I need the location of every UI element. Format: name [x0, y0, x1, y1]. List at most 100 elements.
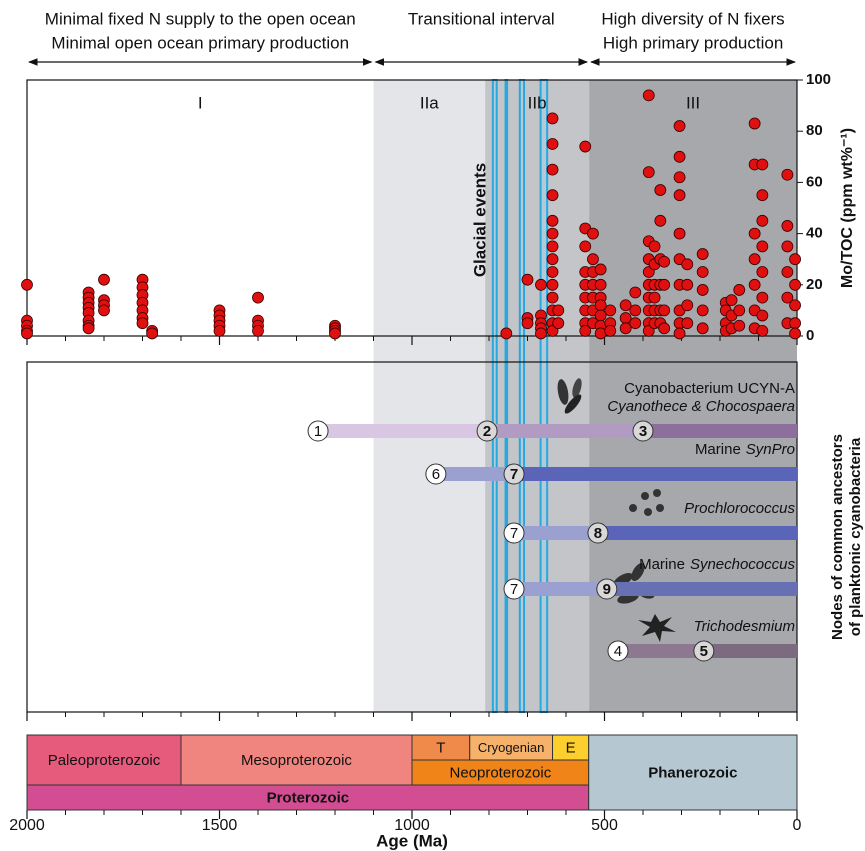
data-point [756, 291, 769, 304]
data-point [594, 309, 607, 322]
data-point [619, 299, 632, 312]
data-point [82, 322, 95, 335]
data-point [213, 324, 226, 337]
data-point [146, 327, 159, 340]
ancestor-node [503, 578, 525, 600]
header-text: High diversity of N fixers [601, 9, 784, 28]
y-tick-label: 60 [806, 173, 823, 190]
data-point [21, 327, 33, 340]
x-tick-label: 500 [591, 817, 618, 834]
data-point [756, 266, 769, 278]
data-point [546, 214, 559, 227]
data-point [521, 273, 534, 286]
data-point [673, 171, 686, 184]
data-point [781, 266, 794, 278]
x-tick-label: 0 [793, 817, 802, 834]
data-point [673, 227, 686, 240]
header-text: Minimal fixed N supply to the open ocean [45, 9, 356, 28]
lineage-label: Marine SynPro [695, 441, 795, 458]
period-label: E [566, 739, 576, 756]
lineage-bar [318, 424, 488, 438]
header-text: Minimal open ocean primary production [51, 33, 349, 52]
eon-label: Phanerozoic [648, 764, 737, 781]
glacial-event [539, 79, 549, 713]
lineage-bar [487, 424, 643, 438]
lineage-label-part: Prochlorococcus [684, 500, 795, 517]
eon-label: Proterozoic [267, 789, 350, 806]
data-point [629, 286, 642, 299]
data-point [654, 214, 667, 227]
data-point [579, 140, 592, 153]
data-point [629, 317, 642, 330]
era [180, 734, 413, 786]
data-point [136, 317, 149, 330]
eon [26, 784, 590, 811]
data-point [658, 255, 671, 268]
y2-axis-label: of planktonic cyanobacteria [847, 437, 864, 636]
node-label: 1 [314, 423, 322, 440]
lineage-bar [435, 467, 515, 481]
glacial-event [504, 79, 509, 713]
data-point [781, 220, 794, 232]
lineage-bar [617, 644, 704, 658]
y-tick-label: 40 [806, 225, 823, 242]
data-point [658, 278, 671, 291]
data-point [789, 278, 801, 291]
period-label: T [436, 739, 445, 756]
header-text: Transitional interval [408, 9, 555, 28]
data-point [546, 266, 559, 278]
data-point [629, 304, 642, 317]
data-point [587, 227, 599, 240]
data-point [546, 138, 559, 150]
era-label: Paleoproterozoic [48, 752, 161, 769]
x-axis-label: Age (Ma) [376, 831, 448, 850]
x-tick-label: 1000 [394, 817, 430, 834]
lineage-bar [597, 526, 797, 540]
node-label: 2 [483, 423, 491, 440]
data-point [756, 189, 769, 202]
data-point [619, 322, 632, 335]
node-label: 8 [594, 525, 602, 542]
data-point [681, 278, 694, 291]
data-point [658, 304, 671, 317]
data-point [781, 168, 794, 181]
data-point [748, 227, 761, 240]
data-point [648, 240, 661, 253]
ancestor-node [607, 640, 629, 662]
node-label: 9 [603, 581, 611, 598]
data-point [500, 327, 513, 340]
zone [589, 80, 797, 712]
y2-axis-label: Nodes of common ancestors [829, 434, 846, 640]
data-point [748, 253, 761, 266]
data-point [329, 327, 341, 340]
node-label: 7 [510, 525, 518, 542]
lineage-bar [514, 526, 598, 540]
data-point [733, 319, 746, 332]
data-point [552, 304, 565, 317]
data-point [681, 317, 694, 330]
lineage-label: Trichodesmium [694, 618, 795, 635]
data-point [681, 258, 694, 271]
data-point [98, 304, 110, 317]
zone [373, 80, 486, 712]
data-point [789, 253, 801, 266]
data-point [748, 117, 761, 130]
eon [588, 734, 798, 811]
data-point [654, 184, 667, 196]
data-point [535, 278, 547, 291]
data-point [579, 240, 592, 253]
data-point [733, 284, 746, 296]
y-tick-label: 80 [806, 122, 823, 139]
y-tick-label: 20 [806, 276, 823, 293]
lineage-bar [514, 582, 607, 596]
data-point [696, 284, 709, 296]
ancestor-node [587, 522, 609, 544]
data-point [696, 248, 709, 260]
node-label: 4 [614, 643, 622, 660]
lineage-label-part: Synechococcus [690, 556, 796, 573]
data-point [696, 266, 709, 278]
glacial-label: Glacial events [470, 163, 489, 277]
data-point [756, 240, 769, 253]
period [469, 734, 554, 761]
